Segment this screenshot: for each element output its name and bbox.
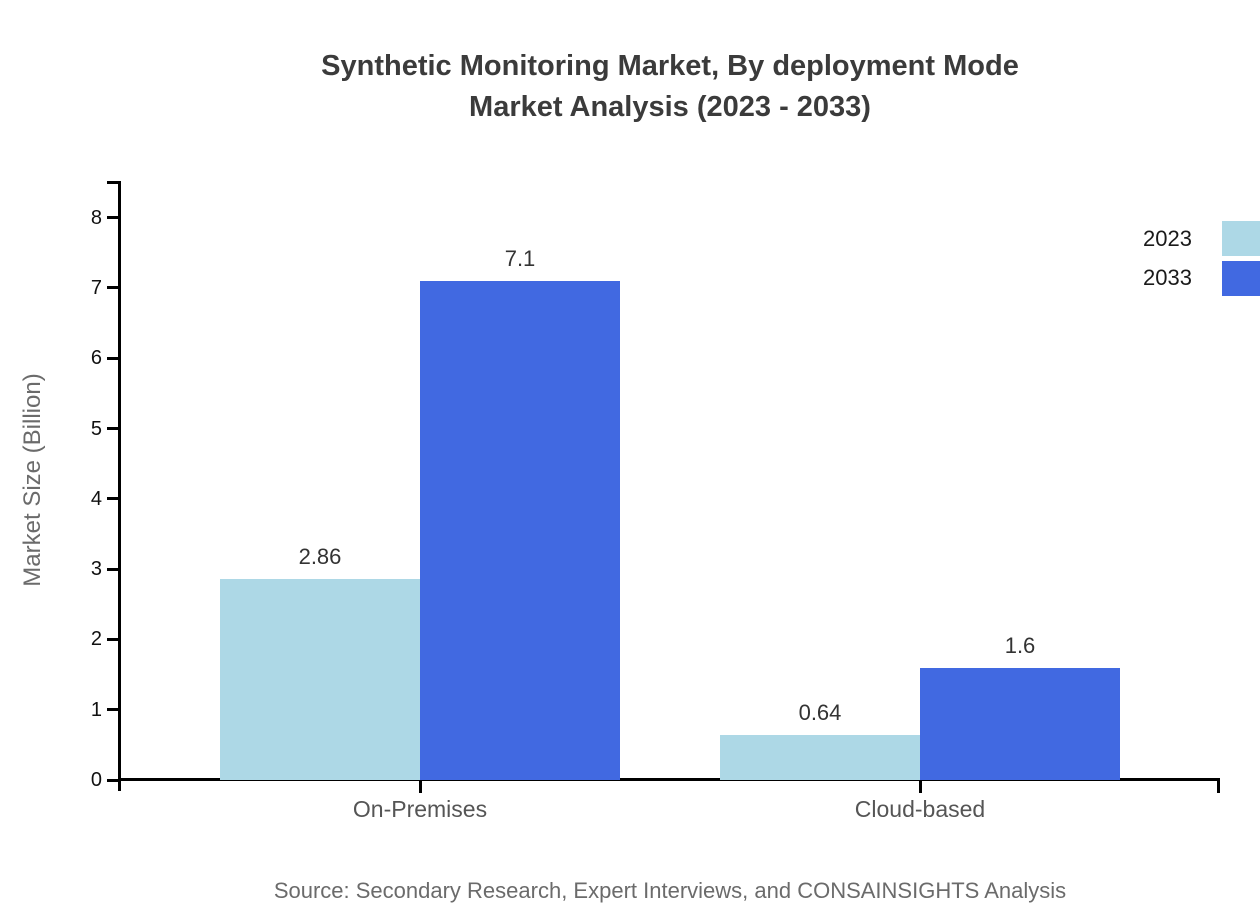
y-tick-label: 6	[90, 347, 102, 370]
legend-swatch-2033	[1222, 261, 1260, 296]
bar-on-premises-2033	[420, 280, 620, 780]
chart-title: Synthetic Monitoring Market, By deployme…	[120, 46, 1220, 128]
y-tick-label: 7	[90, 276, 102, 299]
x-axis-line	[118, 778, 1220, 781]
y-tick-label: 0	[90, 769, 102, 791]
y-axis-tick	[107, 286, 120, 290]
x-category-label: On-Premises	[352, 796, 488, 822]
source-caption: Source: Secondary Research, Expert Inter…	[273, 878, 1067, 903]
y-tick-label: 8	[90, 206, 102, 229]
bar-value-label: 1.6	[1004, 632, 1036, 658]
y-axis-tick	[107, 216, 120, 220]
legend-label-2033: 2033	[1143, 265, 1192, 290]
y-axis-tick	[107, 708, 120, 712]
x-axis-tick	[918, 781, 922, 793]
x-category-label: Cloud-based	[854, 796, 986, 822]
y-tick-label: 2	[90, 628, 102, 651]
chart-title-line-1: Synthetic Monitoring Market, By deployme…	[321, 50, 1019, 82]
bar-value-label: 0.64	[798, 700, 842, 725]
chart-title-line-2: Market Analysis (2023 - 2033)	[469, 91, 871, 123]
x-axis-tick	[418, 781, 422, 793]
legend-label-2023: 2023	[1143, 226, 1192, 251]
y-axis-line	[118, 181, 121, 791]
y-axis-tick	[107, 567, 120, 571]
y-tick-label: 5	[90, 417, 102, 440]
bar-cloud-based-2033	[920, 667, 1120, 780]
y-axis-tick	[107, 356, 120, 360]
bar-on-premises-2023	[220, 578, 420, 780]
bar-value-label: 2.86	[298, 543, 342, 569]
bar-cloud-based-2023	[720, 735, 920, 780]
legend-swatch-2023	[1222, 221, 1260, 256]
y-tick-label: 4	[90, 487, 102, 510]
y-axis-tick	[107, 497, 120, 501]
x-axis-right-cap	[1217, 778, 1220, 793]
y-axis-top-cap	[107, 181, 121, 184]
y-axis-tick	[107, 637, 120, 641]
y-axis-tick	[107, 778, 120, 782]
y-tick-label: 1	[90, 698, 102, 721]
bar-value-label: 7.1	[504, 245, 536, 271]
y-axis-tick	[107, 427, 120, 430]
y-tick-label: 3	[90, 558, 102, 581]
